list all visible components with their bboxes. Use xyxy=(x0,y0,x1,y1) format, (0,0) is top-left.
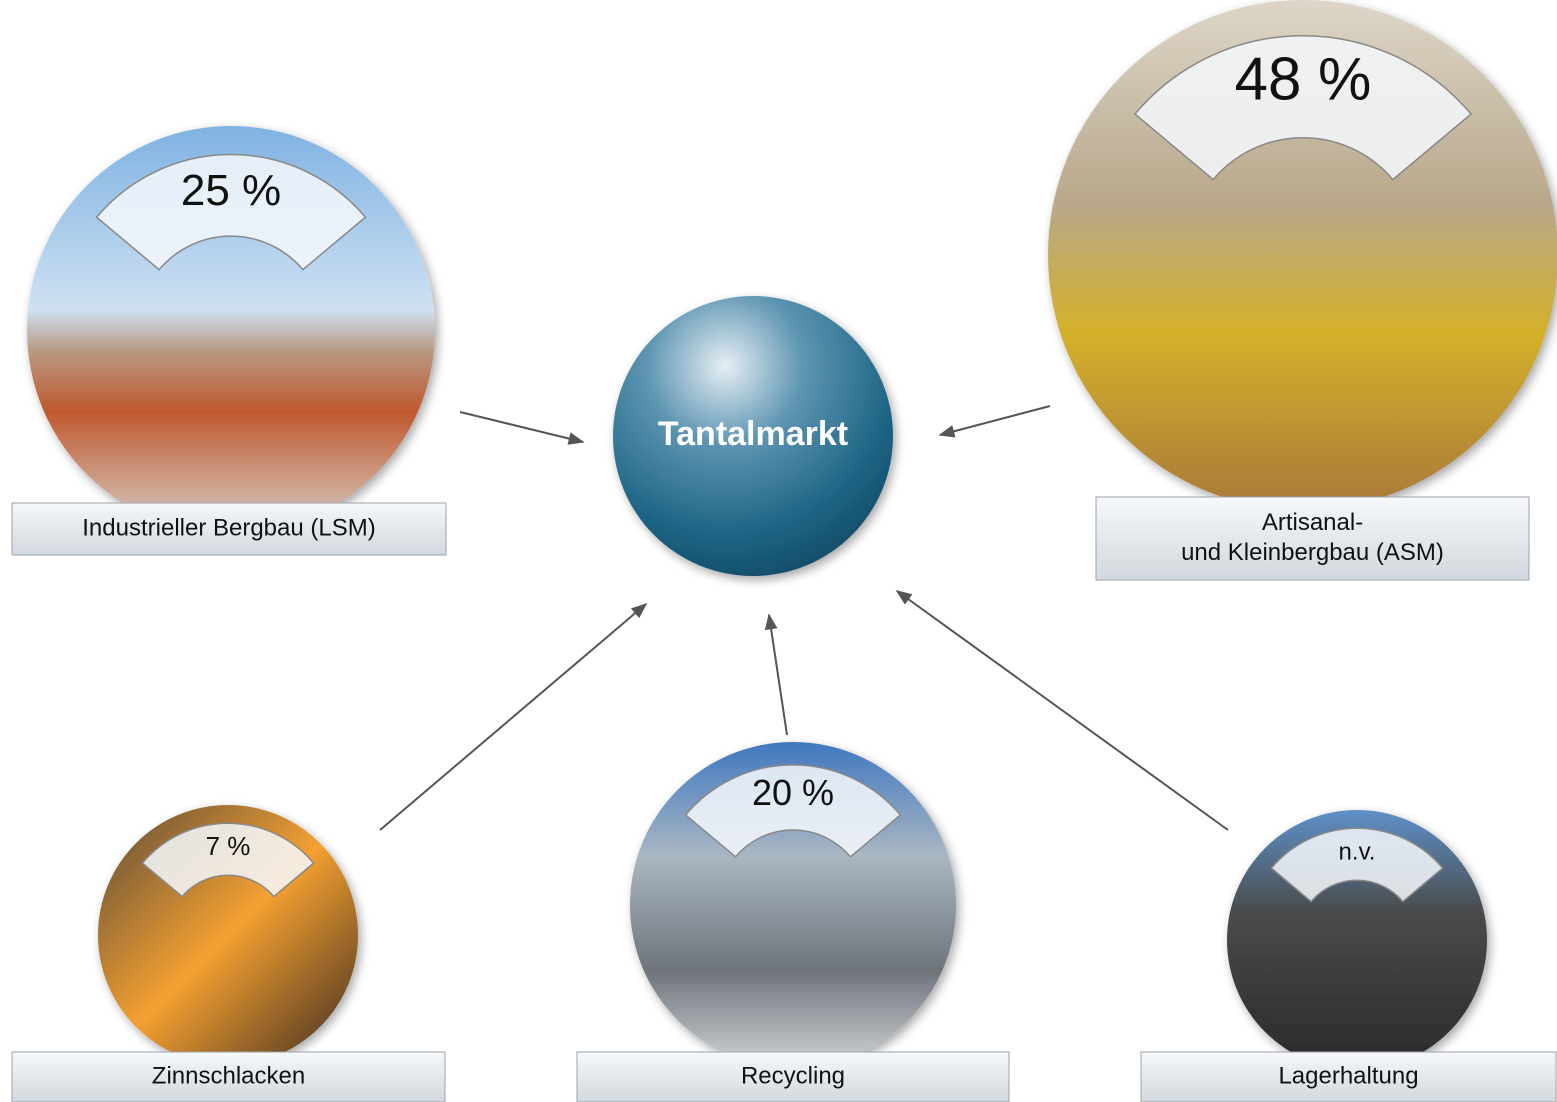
node-label: und Kleinbergbau (ASM) xyxy=(1181,539,1444,566)
node-label: Industrieller Bergbau (LSM) xyxy=(82,514,375,541)
arrow xyxy=(769,615,787,735)
share-label: 48 % xyxy=(1235,46,1372,113)
source-node: n.v. Lagerhaltung xyxy=(1141,810,1556,1102)
node-label: Lagerhaltung xyxy=(1278,1062,1418,1089)
source-node: 48 % Artisanal-und Kleinbergbau (ASM) xyxy=(1048,0,1557,580)
node-label: Zinnschlacken xyxy=(152,1062,305,1089)
diagram: 25 % Industrieller Bergbau (LSM) 48 % Artis… xyxy=(0,0,1557,1102)
source-node: 25 % Industrieller Bergbau (LSM) xyxy=(12,126,446,555)
arrow xyxy=(940,406,1050,435)
source-node: 7 % Zinnschlacken xyxy=(12,805,445,1102)
node-label: Recycling xyxy=(741,1062,845,1089)
center-label: Tantalmarkt xyxy=(658,415,848,453)
share-label: n.v. xyxy=(1339,838,1376,865)
source-node: 20 % Recycling xyxy=(577,742,1009,1102)
share-label: 25 % xyxy=(181,166,281,215)
share-label: 20 % xyxy=(752,772,834,813)
arrow xyxy=(897,591,1228,830)
arrow xyxy=(460,412,583,442)
share-label: 7 % xyxy=(206,831,251,861)
arrow xyxy=(380,604,646,830)
node-label: Artisanal- xyxy=(1262,509,1363,536)
